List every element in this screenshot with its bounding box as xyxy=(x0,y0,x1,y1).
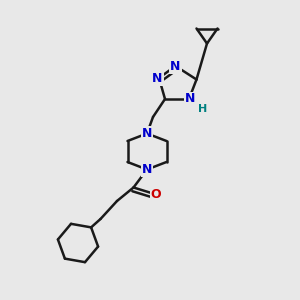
Text: H: H xyxy=(198,104,207,115)
Text: N: N xyxy=(142,127,152,140)
Text: O: O xyxy=(151,188,161,202)
Text: N: N xyxy=(170,59,181,73)
Text: N: N xyxy=(142,163,152,176)
Text: N: N xyxy=(152,71,163,85)
Text: N: N xyxy=(185,92,196,106)
